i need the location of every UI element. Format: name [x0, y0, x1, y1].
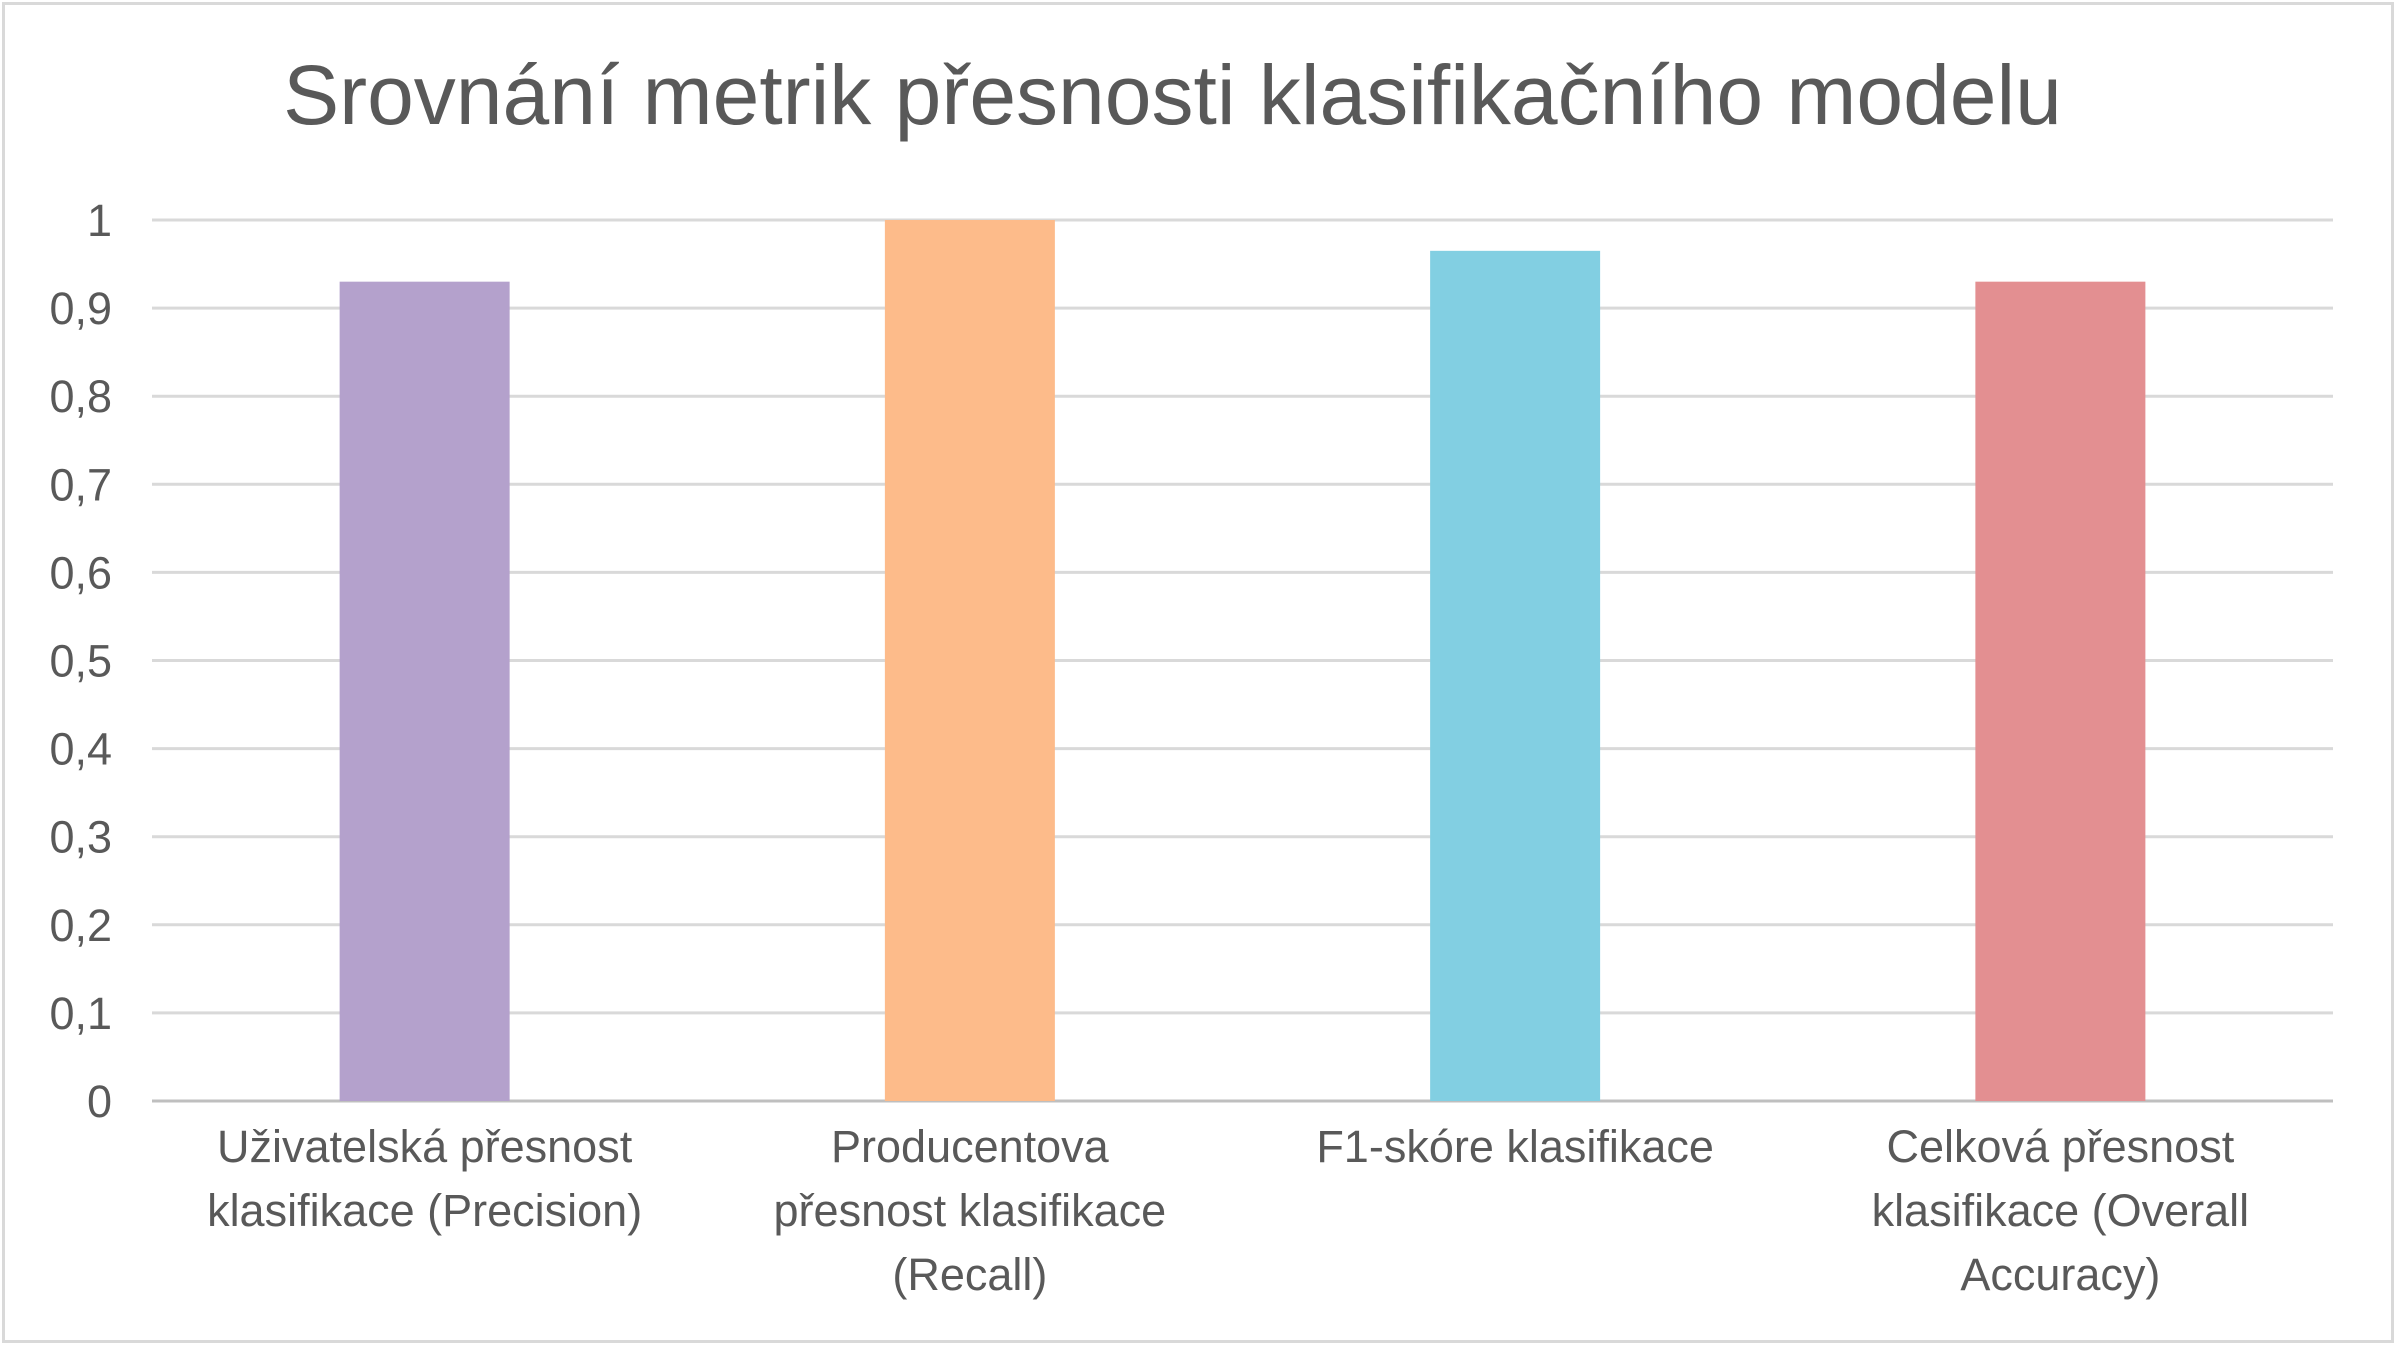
y-tick-label: 0,5	[49, 636, 112, 687]
gridlines	[152, 218, 2333, 1103]
y-tick-label: 0,4	[49, 724, 112, 775]
x-tick-label: (Recall)	[892, 1249, 1047, 1300]
y-tick-label: 0,1	[49, 988, 112, 1039]
bar	[1430, 250, 1601, 1101]
y-tick-label: 0,7	[49, 459, 112, 510]
bars	[339, 220, 2146, 1101]
x-tick-label: Uživatelská přesnost	[217, 1121, 633, 1172]
x-tick-label: Producentova	[831, 1121, 1110, 1172]
x-axis: Uživatelská přesnost klasifikace (Precisi…	[207, 1121, 2249, 1300]
x-tick-label: klasifikace (Precision)	[207, 1185, 642, 1236]
x-tick-label: klasifikace (Overall	[1872, 1185, 2250, 1236]
y-tick-label: 1	[87, 195, 112, 246]
x-tick-label: Accuracy)	[1960, 1249, 2160, 1300]
x-tick-label: F1-skóre klasifikace	[1316, 1121, 1714, 1172]
x-tick-label: Celková přesnost	[1887, 1121, 2235, 1172]
y-tick-label: 0,9	[49, 283, 112, 334]
y-tick-label: 0,6	[49, 547, 112, 598]
y-tick-label: 0,2	[49, 900, 112, 951]
bar	[884, 220, 1055, 1101]
x-tick-label: přesnost klasifikace	[774, 1185, 1167, 1236]
bar	[1975, 281, 2146, 1101]
y-axis: 0 0,1 0,2 0,3 0,4 0,5 0,6 0,7 0,8 0,9 1	[49, 195, 112, 1127]
y-tick-label: 0,8	[49, 371, 112, 422]
y-tick-label: 0,3	[49, 812, 112, 863]
y-tick-label: 0	[87, 1076, 112, 1127]
chart-title: Srovnání metrik přesnosti klasifikačního…	[283, 48, 2062, 142]
bar	[339, 281, 510, 1101]
